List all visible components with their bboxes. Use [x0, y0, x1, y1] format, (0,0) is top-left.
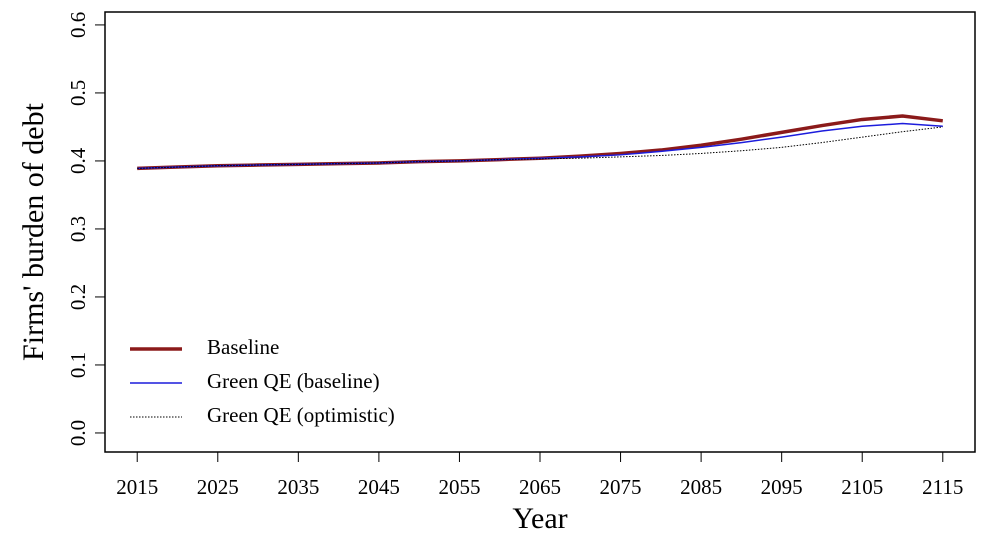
x-tick-label: 2055: [438, 475, 480, 499]
x-tick-label: 2015: [116, 475, 158, 499]
x-tick-label: 2075: [600, 475, 642, 499]
y-tick-label: 0.5: [66, 80, 90, 106]
series-line: [137, 126, 943, 169]
series-line: [137, 114, 943, 171]
x-tick-label: 2095: [761, 475, 803, 499]
y-tick-label: 0.3: [66, 216, 90, 242]
x-tick-label: 2025: [197, 475, 239, 499]
legend-text: Baseline: [207, 335, 279, 359]
y-tick-label: 0.1: [66, 352, 90, 378]
x-tick-label: 2035: [277, 475, 319, 499]
y-axis-title: Firms' burden of debt: [17, 102, 50, 361]
y-tick-label: 0.2: [66, 284, 90, 310]
x-tick-label: 2045: [358, 475, 400, 499]
legend-text: Green QE (baseline): [207, 369, 380, 393]
x-axis-title: Year: [512, 502, 567, 535]
series-line: [137, 122, 943, 170]
x-tick-label: 2085: [680, 475, 722, 499]
x-tick-label: 2105: [841, 475, 883, 499]
legend-text: Green QE (optimistic): [207, 403, 395, 427]
y-tick-label: 0.0: [66, 420, 90, 446]
x-tick-label: 2115: [922, 475, 963, 499]
y-tick-label: 0.6: [66, 12, 90, 38]
y-tick-label: 0.4: [66, 147, 90, 174]
x-tick-label: 2065: [519, 475, 561, 499]
